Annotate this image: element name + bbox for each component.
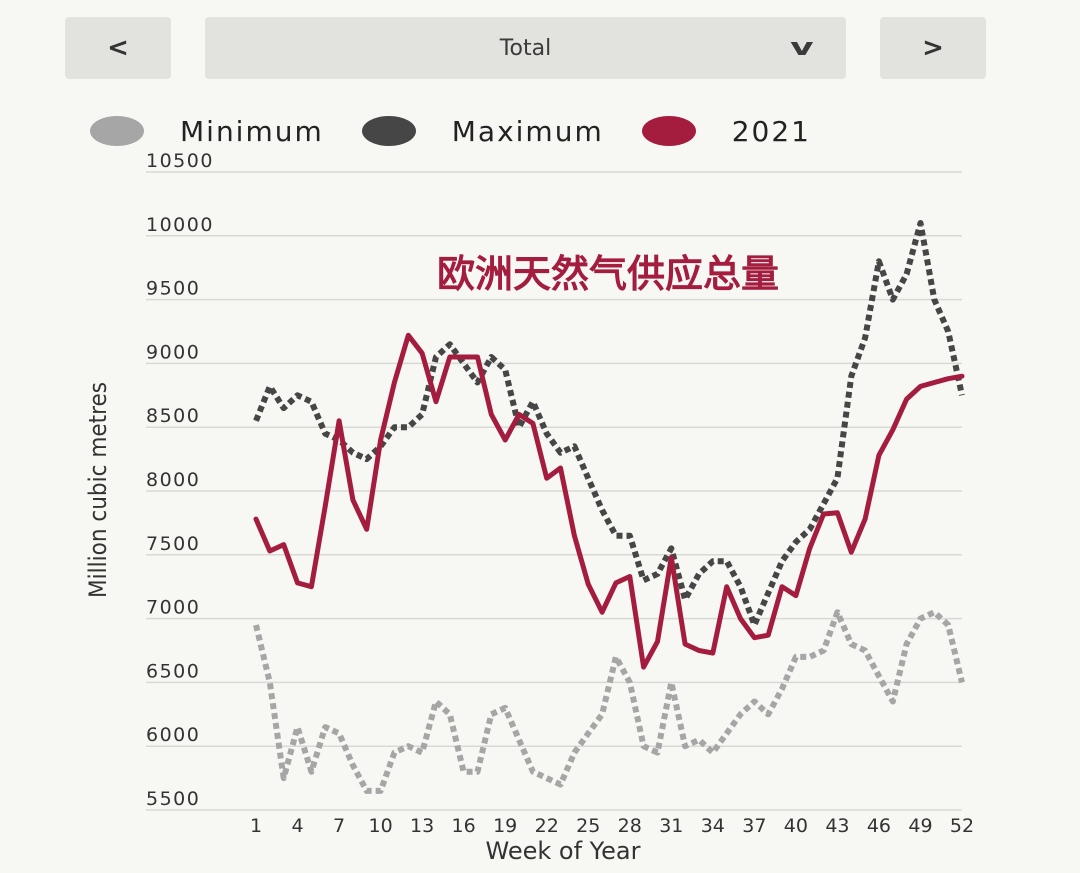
series-select[interactable]: Total v: [205, 17, 846, 79]
chart-title: 欧洲天然气供应总量: [437, 252, 779, 296]
legend-swatch-maximum: [361, 116, 416, 146]
x-tick-1: 1: [250, 815, 262, 837]
x-tick-49: 49: [908, 815, 932, 837]
x-tick-22: 22: [535, 815, 559, 837]
x-tick-28: 28: [618, 815, 642, 837]
x-tick-25: 25: [576, 815, 600, 837]
x-axis-label: Week of Year: [486, 837, 641, 865]
y-tick-5500: 5500: [146, 788, 200, 810]
y-tick-7500: 7500: [146, 533, 200, 555]
x-tick-34: 34: [701, 815, 725, 837]
legend-swatch-minimum: [90, 116, 144, 146]
x-tick-46: 46: [867, 815, 891, 837]
chart-legend: Minimum Maximum 2021: [90, 108, 849, 154]
legend-item-2021[interactable]: 2021: [641, 114, 811, 148]
x-tick-31: 31: [659, 815, 683, 837]
legend-swatch-2021: [641, 116, 696, 146]
series-line-maximum: [253, 220, 965, 628]
legend-item-minimum[interactable]: Minimum: [90, 115, 324, 148]
x-tick-40: 40: [784, 815, 808, 837]
y-tick-7000: 7000: [146, 597, 200, 619]
y-tick-6000: 6000: [146, 724, 200, 746]
series-line-2021: [253, 332, 965, 670]
y-tick-8500: 8500: [146, 405, 200, 427]
x-tick-43: 43: [825, 815, 849, 837]
x-tick-19: 19: [493, 815, 517, 837]
y-tick-10500: 10500: [146, 150, 214, 172]
x-tick-10: 10: [368, 815, 392, 837]
y-tick-6500: 6500: [146, 660, 200, 682]
x-tick-7: 7: [333, 815, 345, 837]
next-button[interactable]: >: [880, 17, 986, 79]
y-tick-8000: 8000: [146, 469, 200, 491]
x-tick-52: 52: [950, 815, 974, 837]
legend-label-maximum: Maximum: [451, 114, 604, 148]
y-axis-label: Million cubic metres: [84, 382, 112, 598]
prev-button[interactable]: <: [65, 17, 171, 79]
y-tick-9000: 9000: [146, 341, 200, 363]
legend-label-minimum: Minimum: [180, 114, 324, 148]
x-tick-13: 13: [410, 815, 434, 837]
legend-label-2021: 2021: [731, 114, 811, 148]
series-line-minimum: [253, 609, 965, 794]
x-tick-4: 4: [291, 815, 303, 837]
x-tick-16: 16: [452, 815, 476, 837]
series-lines: [253, 220, 965, 794]
y-tick-9500: 9500: [146, 278, 200, 300]
legend-item-maximum[interactable]: Maximum: [361, 114, 604, 148]
x-tick-labels: 1 4 7 10 13 16 19 22 25 28 31 34 37 40 43 46 49 52: [250, 815, 974, 837]
x-tick-37: 37: [742, 815, 766, 837]
grid-lines: [146, 171, 962, 811]
y-tick-10000: 10000: [146, 214, 214, 236]
y-tick-labels: 5500 6000 6500 7000 7500 8000 8500 9000 9500 1000…: [146, 150, 214, 810]
series-select-value: Total: [499, 35, 552, 61]
chevron-down-icon: v: [790, 33, 814, 61]
